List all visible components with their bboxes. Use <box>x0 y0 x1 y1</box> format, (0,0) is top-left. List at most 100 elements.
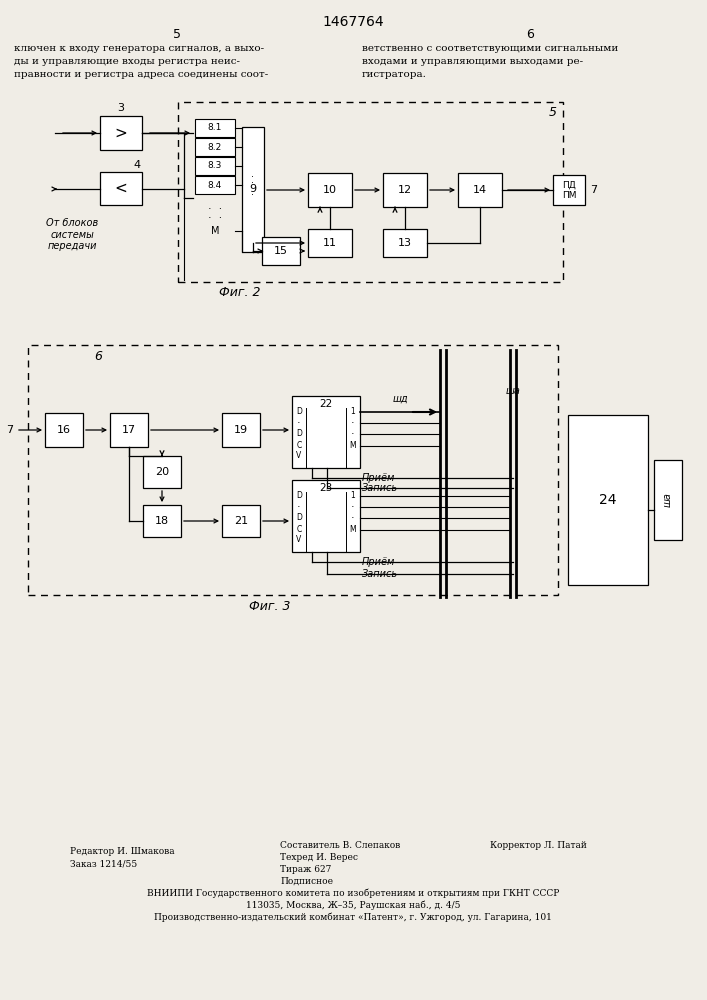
Bar <box>143 456 181 488</box>
Text: 10: 10 <box>323 185 337 195</box>
Text: <: < <box>115 181 127 196</box>
Text: ·: · <box>351 513 355 523</box>
Bar <box>222 413 260 447</box>
Text: 16: 16 <box>57 425 71 435</box>
Bar <box>242 127 264 252</box>
Text: M: M <box>211 226 219 236</box>
Bar <box>308 173 352 207</box>
Bar <box>195 157 235 175</box>
Text: M: M <box>350 526 356 534</box>
Bar <box>195 176 235 194</box>
Text: 23: 23 <box>320 483 332 493</box>
Text: 13: 13 <box>398 238 412 248</box>
Text: 20: 20 <box>155 467 169 477</box>
Text: D: D <box>296 408 302 416</box>
Text: ВНИИПИ Государственного комитета по изобретениям и открытиям при ГКНТ СССР: ВНИИПИ Государственного комитета по изоб… <box>147 888 559 898</box>
Text: 8.4: 8.4 <box>208 180 222 190</box>
Text: 7: 7 <box>6 425 13 435</box>
Text: Запись: Запись <box>362 483 398 493</box>
Text: 24: 24 <box>600 493 617 507</box>
Text: ·: · <box>252 172 255 182</box>
Text: 18: 18 <box>155 516 169 526</box>
Bar <box>100 116 142 150</box>
Bar <box>553 175 585 205</box>
Bar <box>292 480 360 552</box>
Text: 14: 14 <box>473 185 487 195</box>
Text: D: D <box>296 491 302 500</box>
Text: Корректор Л. Патай: Корректор Л. Патай <box>490 840 587 850</box>
Bar <box>222 505 260 537</box>
Text: 5: 5 <box>549 106 557 119</box>
Text: 7: 7 <box>590 185 597 195</box>
Text: 8.2: 8.2 <box>208 142 222 151</box>
Text: Приём: Приём <box>362 557 395 567</box>
Text: ·: · <box>351 429 355 439</box>
Text: ·  ·: · · <box>208 204 222 214</box>
Text: C: C <box>296 440 302 450</box>
Text: C: C <box>296 524 302 534</box>
Text: Составитель В. Слепаков: Составитель В. Слепаков <box>280 840 400 850</box>
Bar <box>308 229 352 257</box>
Text: 15: 15 <box>274 246 288 256</box>
Bar <box>195 138 235 156</box>
Text: 8.1: 8.1 <box>208 123 222 132</box>
Text: ветственно с соответствующими сигнальными
входами и управляющими выходами ре-
ги: ветственно с соответствующими сигнальным… <box>362 44 618 79</box>
Bar <box>383 173 427 207</box>
Text: От блоков
системы
передачи: От блоков системы передачи <box>46 218 98 251</box>
Text: 1467764: 1467764 <box>322 15 384 29</box>
Text: 11: 11 <box>323 238 337 248</box>
Bar <box>100 172 142 205</box>
Text: 1: 1 <box>351 408 356 416</box>
Text: 12: 12 <box>398 185 412 195</box>
Text: 17: 17 <box>122 425 136 435</box>
Text: Приём: Приём <box>362 473 395 483</box>
Text: D: D <box>296 514 302 522</box>
Text: Редактор И. Шмакова: Редактор И. Шмакова <box>70 848 175 856</box>
Text: 9: 9 <box>250 184 257 194</box>
Bar <box>195 119 235 137</box>
Bar <box>45 413 83 447</box>
Text: Производственно-издательский комбинат «Патент», г. Ужгород, ул. Гагарина, 101: Производственно-издательский комбинат «П… <box>154 912 552 922</box>
Text: D: D <box>296 430 302 438</box>
Bar <box>28 345 558 595</box>
Bar <box>292 396 360 468</box>
Text: Заказ 1214/55: Заказ 1214/55 <box>70 859 137 868</box>
Text: ша: ша <box>663 493 673 507</box>
Text: Запись: Запись <box>362 569 398 579</box>
Text: ·: · <box>297 502 300 512</box>
Bar <box>110 413 148 447</box>
Text: 3: 3 <box>117 103 124 113</box>
Bar <box>143 505 181 537</box>
Text: V: V <box>296 452 302 460</box>
Text: >: > <box>115 125 127 140</box>
Text: 6: 6 <box>526 27 534 40</box>
Bar <box>262 237 300 265</box>
Text: ПД
ПМ: ПД ПМ <box>562 180 576 200</box>
Text: 5: 5 <box>173 27 181 40</box>
Text: 22: 22 <box>320 399 332 409</box>
Text: шд: шд <box>392 394 408 404</box>
Text: ·: · <box>351 418 355 428</box>
Text: ·: · <box>351 502 355 512</box>
Text: ·: · <box>252 178 255 188</box>
Text: ·  ·: · · <box>208 213 222 223</box>
Text: 8.3: 8.3 <box>208 161 222 170</box>
Text: Фиг. 2: Фиг. 2 <box>219 286 261 298</box>
Bar <box>383 229 427 257</box>
Text: Тираж 627: Тираж 627 <box>280 864 332 874</box>
Text: 21: 21 <box>234 516 248 526</box>
Text: 113035, Москва, Ж–35, Раушская наб., д. 4/5: 113035, Москва, Ж–35, Раушская наб., д. … <box>246 900 460 910</box>
Text: ша: ша <box>506 386 520 396</box>
Bar <box>178 102 563 282</box>
Text: Подписное: Подписное <box>280 876 333 886</box>
Bar <box>654 460 682 540</box>
Bar <box>568 415 648 585</box>
Text: Техред И. Верес: Техред И. Верес <box>280 852 358 861</box>
Text: M: M <box>350 442 356 450</box>
Text: ключен к входу генератора сигналов, а выхо-
ды и управляющие входы регистра неис: ключен к входу генератора сигналов, а вы… <box>14 44 268 79</box>
Text: 6: 6 <box>94 350 102 363</box>
Text: 19: 19 <box>234 425 248 435</box>
Text: ·: · <box>252 190 255 200</box>
Text: 4: 4 <box>134 160 141 170</box>
Text: V: V <box>296 536 302 544</box>
